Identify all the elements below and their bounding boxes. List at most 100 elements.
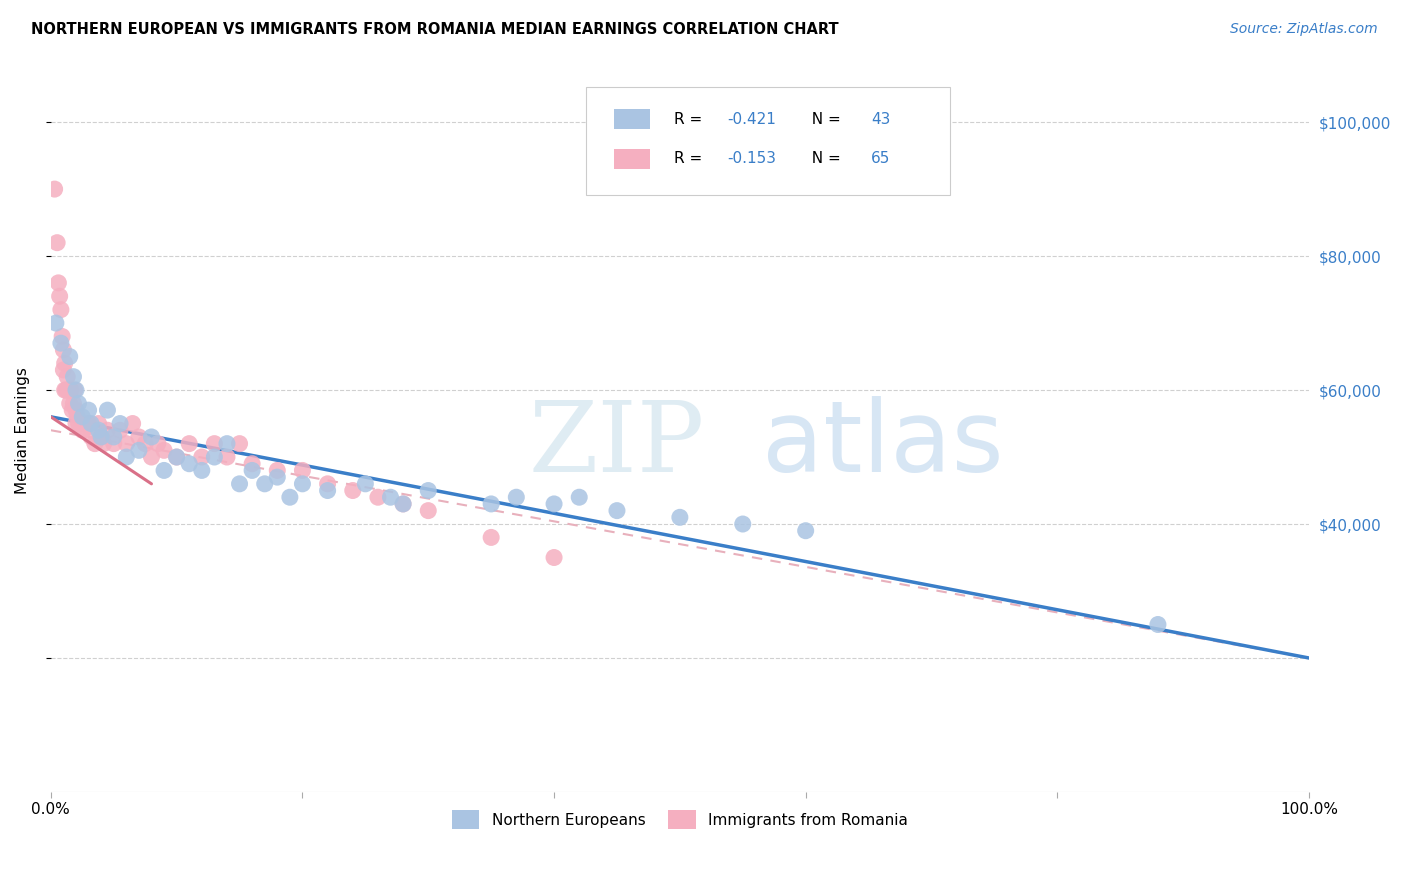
Point <box>103 430 125 444</box>
Point <box>179 436 201 450</box>
Point <box>240 457 263 471</box>
Point <box>202 450 225 464</box>
Point <box>49 302 72 317</box>
Point <box>48 289 70 303</box>
Point <box>67 417 90 431</box>
Point <box>80 430 103 444</box>
Text: -0.421: -0.421 <box>728 112 776 127</box>
Point <box>253 476 276 491</box>
Point <box>392 497 415 511</box>
Legend: Northern Europeans, Immigrants from Romania: Northern Europeans, Immigrants from Roma… <box>446 804 914 835</box>
FancyBboxPatch shape <box>585 87 950 195</box>
Point <box>77 417 100 431</box>
Text: -0.153: -0.153 <box>728 152 776 167</box>
Point <box>191 463 214 477</box>
Point <box>418 483 440 498</box>
Point <box>48 276 70 290</box>
Point <box>58 383 80 397</box>
Point <box>51 329 73 343</box>
Point <box>266 463 288 477</box>
Point <box>354 476 377 491</box>
Point <box>55 383 77 397</box>
Point <box>56 369 79 384</box>
Point <box>179 457 201 471</box>
Point <box>83 436 105 450</box>
Text: N =: N = <box>801 112 845 127</box>
Point <box>90 430 112 444</box>
Point <box>146 436 169 450</box>
Bar <box>614 149 650 169</box>
Text: N =: N = <box>801 152 845 167</box>
Point <box>543 550 565 565</box>
Point <box>141 450 163 464</box>
Point <box>67 396 90 410</box>
Point <box>166 450 188 464</box>
Point <box>134 436 156 450</box>
Point <box>96 423 118 437</box>
Y-axis label: Median Earnings: Median Earnings <box>15 367 30 493</box>
Point <box>77 403 100 417</box>
Point <box>75 417 97 431</box>
Point <box>266 470 288 484</box>
Text: Source: ZipAtlas.com: Source: ZipAtlas.com <box>1230 22 1378 37</box>
Point <box>87 417 110 431</box>
Point <box>1147 617 1170 632</box>
Bar <box>614 109 650 129</box>
Point <box>505 490 527 504</box>
Point <box>93 436 115 450</box>
Point <box>108 417 131 431</box>
Point <box>108 423 131 437</box>
Text: ZIP: ZIP <box>529 397 706 492</box>
Point <box>479 530 502 544</box>
Point <box>128 443 150 458</box>
Point <box>72 409 94 424</box>
Point <box>316 476 339 491</box>
Point <box>794 524 817 538</box>
Text: 65: 65 <box>872 152 890 167</box>
Point <box>44 182 66 196</box>
Point <box>72 423 94 437</box>
Point <box>418 503 440 517</box>
Text: atlas: atlas <box>762 396 1004 493</box>
Text: R =: R = <box>673 152 707 167</box>
Point <box>59 396 82 410</box>
Point <box>96 403 118 417</box>
Text: 43: 43 <box>872 112 890 127</box>
Point <box>63 383 86 397</box>
Point <box>291 463 314 477</box>
Point <box>128 430 150 444</box>
Point <box>166 450 188 464</box>
Point <box>52 363 75 377</box>
Point <box>121 417 143 431</box>
Point <box>115 436 138 450</box>
Point <box>215 450 238 464</box>
Point <box>60 403 83 417</box>
Point <box>53 356 76 370</box>
Point <box>228 476 250 491</box>
Point <box>731 516 754 531</box>
Point <box>215 436 238 450</box>
Point <box>479 497 502 511</box>
Point <box>46 235 69 250</box>
Point <box>62 396 84 410</box>
Point <box>342 483 364 498</box>
Point <box>49 336 72 351</box>
Point <box>53 383 76 397</box>
Point <box>380 490 402 504</box>
Point <box>202 436 225 450</box>
Point <box>278 490 301 504</box>
Point <box>69 417 91 431</box>
Point <box>59 350 82 364</box>
Point <box>72 423 94 437</box>
Point <box>45 316 67 330</box>
Point <box>669 510 692 524</box>
Point <box>103 436 125 450</box>
Point <box>367 490 389 504</box>
Point <box>65 403 87 417</box>
Point <box>392 497 415 511</box>
Point <box>65 383 87 397</box>
Point <box>141 430 163 444</box>
Point <box>59 383 82 397</box>
Point <box>240 463 263 477</box>
Text: R =: R = <box>673 112 707 127</box>
